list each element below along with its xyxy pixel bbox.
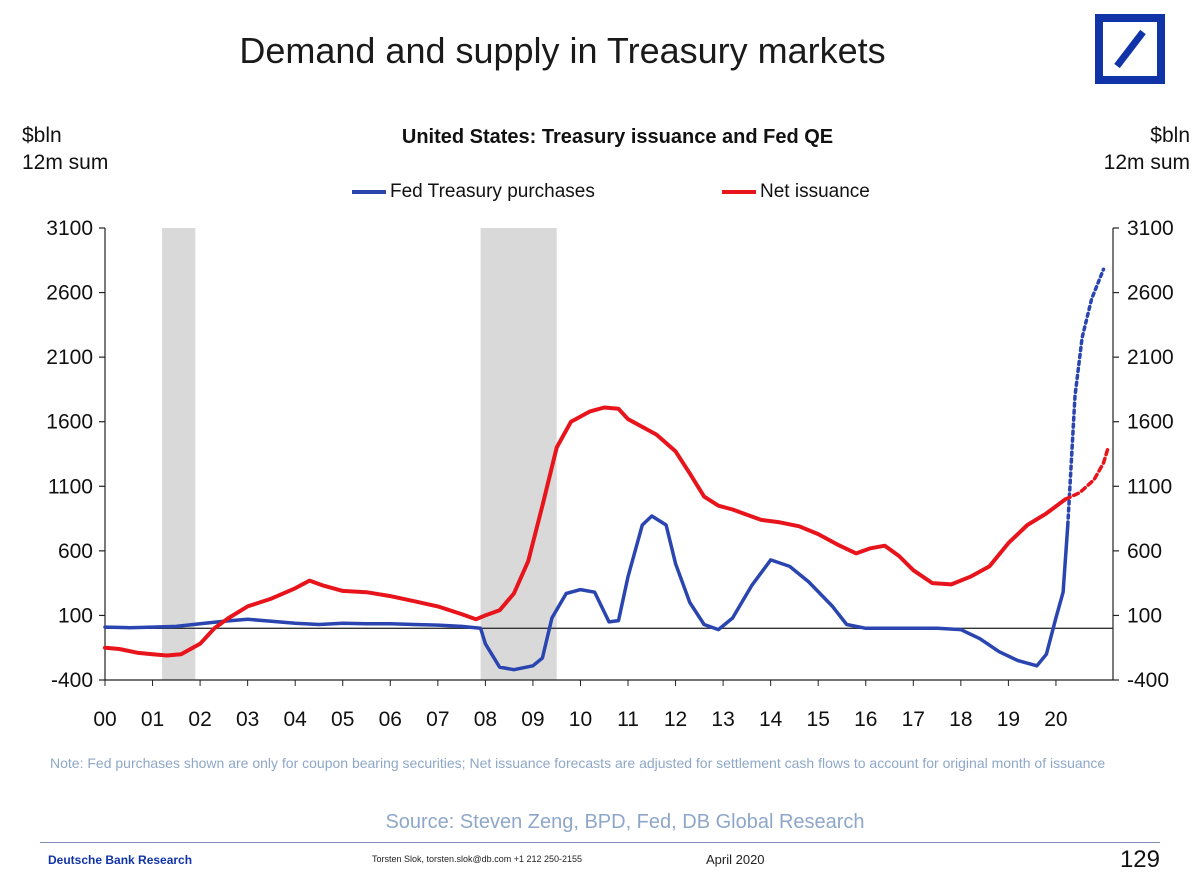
series-line-net bbox=[103, 405, 1068, 658]
right-axis-unit-line1: $bln bbox=[1150, 124, 1190, 147]
x-tick-label-18: 18 bbox=[949, 708, 972, 731]
legend-item-net-issuance: Net issuance bbox=[722, 181, 870, 203]
right-axis-unit-label: $bln 12m sum bbox=[1104, 122, 1190, 176]
chart-title: United States: Treasury issuance and Fed… bbox=[401, 126, 834, 148]
x-tick-label-16: 16 bbox=[854, 708, 877, 731]
footer-contact: Torsten Slok, torsten.slok@db.com +1 212… bbox=[372, 854, 583, 864]
legend-label-net: Net issuance bbox=[760, 181, 870, 202]
legend-item-fed-purchases: Fed Treasury purchases bbox=[352, 181, 595, 203]
left-tick-label-600: 600 bbox=[58, 540, 93, 563]
footer-date: April 2020 bbox=[706, 852, 765, 867]
right-tick-label-3100: 3100 bbox=[1127, 217, 1174, 240]
x-tick-label-02: 02 bbox=[188, 708, 211, 731]
x-tick-label-06: 06 bbox=[379, 708, 402, 731]
right-tick-label--400: -400 bbox=[1127, 669, 1169, 692]
x-tick-label-15: 15 bbox=[807, 708, 830, 731]
left-tick-label-1600: 1600 bbox=[46, 411, 93, 434]
right-tick-label-1600: 1600 bbox=[1127, 411, 1174, 434]
chart-source: Source: Steven Zeng, BPD, Fed, DB Global… bbox=[385, 811, 865, 833]
x-tick-label-17: 17 bbox=[902, 708, 925, 731]
x-tick-label-12: 12 bbox=[664, 708, 687, 731]
right-tick-label-600: 600 bbox=[1127, 540, 1162, 563]
right-tick-label-2100: 2100 bbox=[1127, 346, 1174, 369]
right-tick-label-1100: 1100 bbox=[1127, 475, 1172, 498]
page-number: 129 bbox=[1119, 846, 1160, 873]
left-tick-label-1100: 1100 bbox=[48, 475, 93, 498]
footer-org: Deutsche Bank Research bbox=[48, 853, 193, 867]
recession-band-1 bbox=[480, 228, 557, 680]
x-tick-label-07: 07 bbox=[426, 708, 449, 731]
x-tick-label-20: 20 bbox=[1044, 708, 1067, 731]
left-tick-label-3100: 3100 bbox=[46, 217, 93, 240]
x-tick-label-00: 00 bbox=[93, 708, 116, 731]
footer-divider bbox=[40, 842, 1160, 843]
right-axis-unit-line2: 12m sum bbox=[1103, 151, 1190, 174]
x-tick-label-04: 04 bbox=[284, 708, 308, 731]
series-forecast-fed bbox=[1066, 267, 1106, 527]
x-tick-label-10: 10 bbox=[569, 708, 592, 731]
deutsche-bank-logo-icon bbox=[1095, 14, 1165, 84]
left-tick-label-2600: 2600 bbox=[46, 282, 93, 305]
recession-band-0 bbox=[162, 228, 196, 680]
left-tick-label-100: 100 bbox=[58, 604, 93, 627]
x-tick-label-13: 13 bbox=[711, 708, 734, 731]
x-tick-label-09: 09 bbox=[521, 708, 544, 731]
left-axis-unit-label: $bln 12m sum bbox=[22, 122, 108, 176]
series-forecast-net bbox=[1063, 445, 1110, 501]
x-tick-label-08: 08 bbox=[474, 708, 497, 731]
x-tick-label-01: 01 bbox=[141, 708, 164, 731]
left-tick-label--400: -400 bbox=[51, 669, 93, 692]
right-tick-label-100: 100 bbox=[1127, 604, 1162, 627]
x-tick-label-14: 14 bbox=[759, 708, 783, 731]
x-tick-label-11: 11 bbox=[617, 708, 639, 731]
chart-note: Note: Fed purchases shown are only for c… bbox=[50, 755, 1106, 771]
left-axis-unit-line1: $bln bbox=[22, 124, 62, 147]
left-axis-unit-line2: 12m sum bbox=[22, 151, 109, 174]
x-tick-label-03: 03 bbox=[236, 708, 259, 731]
x-tick-label-05: 05 bbox=[331, 708, 354, 731]
right-tick-label-2600: 2600 bbox=[1127, 282, 1174, 305]
left-tick-label-2100: 2100 bbox=[46, 346, 93, 369]
legend-swatch-fed bbox=[352, 190, 386, 194]
legend-swatch-net bbox=[722, 190, 756, 194]
series-line-fed bbox=[103, 514, 1070, 672]
legend-label-fed: Fed Treasury purchases bbox=[390, 181, 595, 202]
slide-title: Demand and supply in Treasury markets bbox=[239, 30, 886, 71]
x-tick-label-19: 19 bbox=[997, 708, 1020, 731]
